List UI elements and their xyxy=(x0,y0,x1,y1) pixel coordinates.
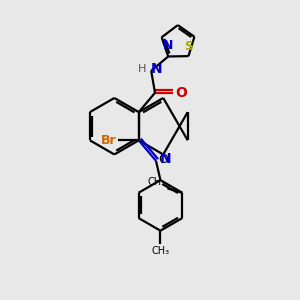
Text: O: O xyxy=(175,86,187,100)
Text: H: H xyxy=(138,64,147,74)
Text: S: S xyxy=(184,40,193,53)
Text: CH₃: CH₃ xyxy=(152,245,169,256)
Text: N: N xyxy=(160,152,171,166)
Text: CH₃: CH₃ xyxy=(148,177,166,187)
Text: Br: Br xyxy=(101,134,116,147)
Text: N: N xyxy=(151,62,163,76)
Text: N: N xyxy=(163,39,173,52)
Text: O: O xyxy=(158,153,168,166)
